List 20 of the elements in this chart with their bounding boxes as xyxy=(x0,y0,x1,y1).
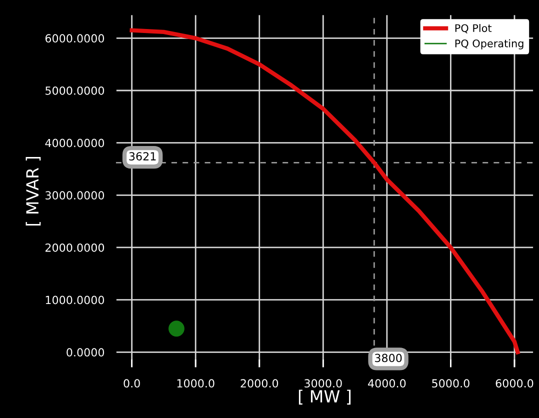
y-tick-label: 5000.0000 xyxy=(46,86,104,95)
x-tick-label: 5000.0 xyxy=(432,379,470,388)
y-tick-label: 0.0000 xyxy=(66,348,104,357)
y-tick-label: 6000.0000 xyxy=(45,34,104,43)
legend-label: PQ Plot xyxy=(455,24,492,34)
x-tick-label: 4000.0 xyxy=(368,379,406,388)
y-axis-title: [ MVAR ] xyxy=(26,157,41,226)
ref-line-label: 3621 xyxy=(129,152,156,161)
ref-line-label: 3800 xyxy=(375,354,402,362)
x-tick-label: 0.0 xyxy=(124,379,140,388)
y-tick-label: 3000.0000 xyxy=(46,191,104,200)
x-axis-title: [ MW ] xyxy=(298,390,351,405)
y-tick-label: 4000.0000 xyxy=(45,138,104,148)
y-tick-label: 1000.0000 xyxy=(46,296,104,304)
x-tick-label: 2000.0 xyxy=(240,379,278,388)
y-tick-label: 2000.0000 xyxy=(46,243,104,252)
x-tick-label: 1000.0 xyxy=(177,379,214,388)
legend-label: PQ Operating xyxy=(455,39,524,50)
x-tick-label: 6000.0 xyxy=(496,379,534,388)
x-tick-label: 3000.0 xyxy=(304,379,342,388)
